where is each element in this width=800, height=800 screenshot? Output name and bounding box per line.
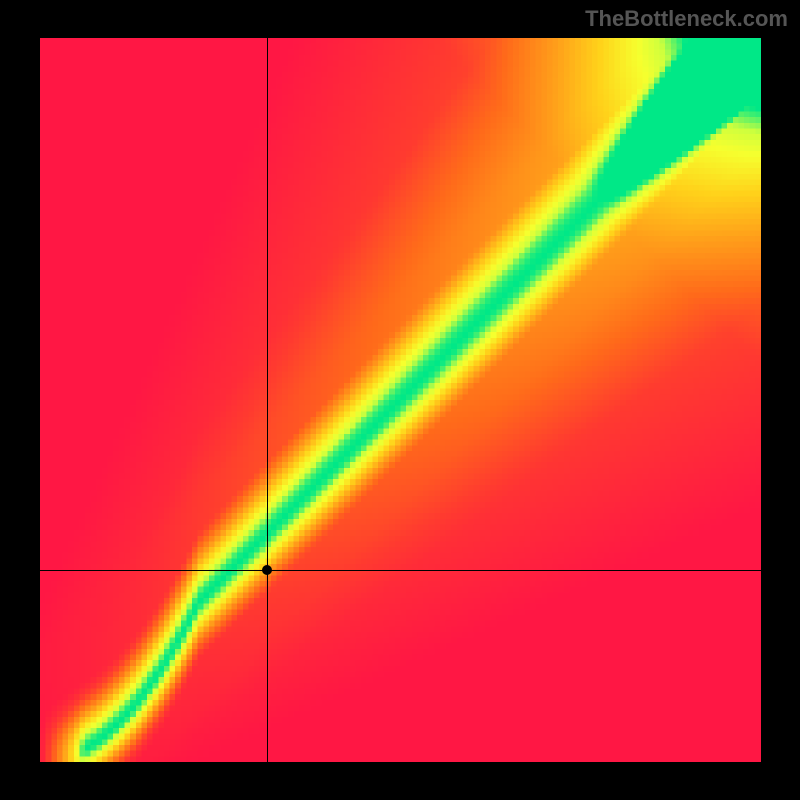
crosshair-marker-dot bbox=[262, 565, 272, 575]
crosshair-vertical bbox=[267, 38, 268, 762]
heatmap-plot-area bbox=[40, 38, 761, 762]
chart-stage: TheBottleneck.com bbox=[0, 0, 800, 800]
crosshair-horizontal bbox=[40, 570, 761, 571]
heatmap-canvas bbox=[40, 38, 761, 762]
attribution-text: TheBottleneck.com bbox=[585, 6, 788, 32]
